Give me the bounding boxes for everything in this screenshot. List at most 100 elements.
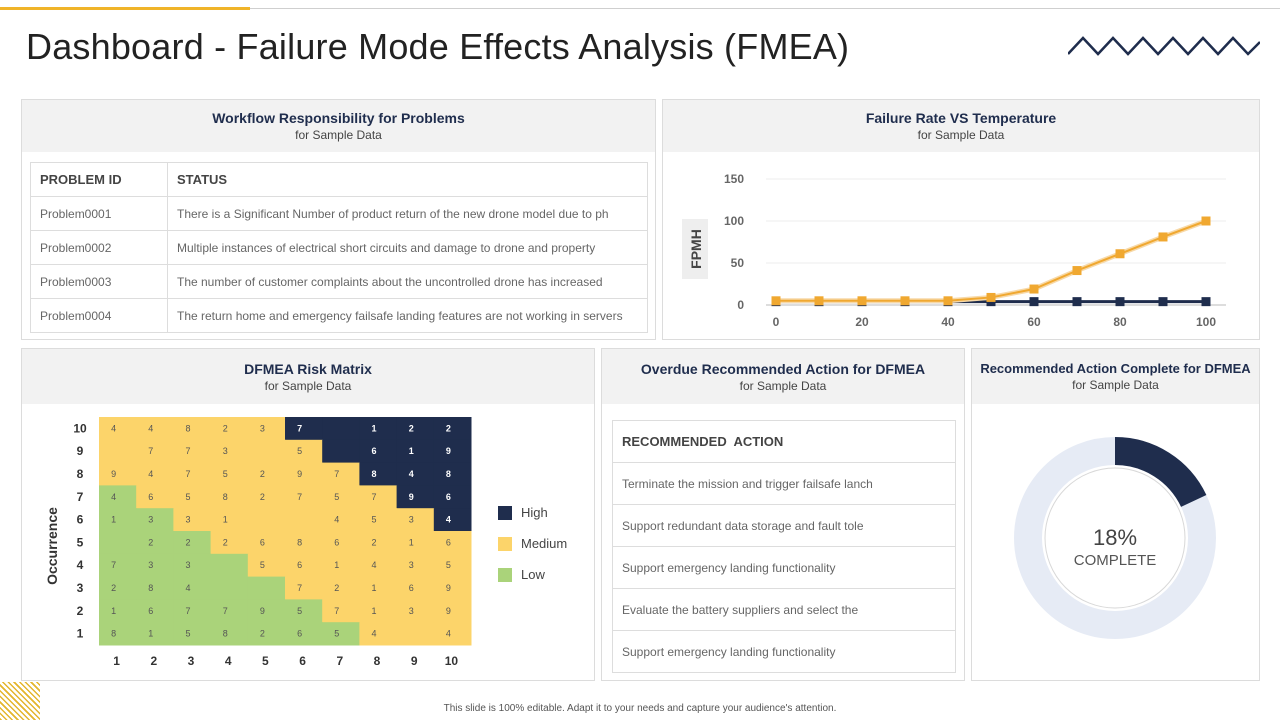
risk-cell bbox=[396, 576, 435, 600]
risk-cell-value: 7 bbox=[111, 560, 116, 570]
risk-cell-value: 8 bbox=[223, 492, 228, 502]
risk-cell bbox=[210, 485, 249, 509]
table-row: Support emergency landing functionality bbox=[612, 546, 956, 589]
data-point bbox=[943, 296, 953, 306]
table-row: Problem0002 Multiple instances of electr… bbox=[30, 230, 648, 265]
data-point bbox=[771, 296, 781, 306]
problem-id-cell: Problem0003 bbox=[30, 264, 168, 299]
risk-matrix-subtitle: for Sample Data bbox=[264, 379, 352, 393]
legend-swatch-high bbox=[498, 505, 512, 520]
table-row: Support emergency landing functionality bbox=[612, 630, 956, 673]
risk-cell bbox=[285, 576, 323, 600]
risk-cell-value: 9 bbox=[111, 469, 116, 479]
risk-cell-value: 1 bbox=[371, 583, 376, 593]
failure-rate-chart: FPMH 0 50 100 150 0 20 40 60 80 100 bbox=[682, 172, 1226, 329]
risk-cell bbox=[136, 439, 174, 464]
occurrence-tick-label: 6 bbox=[77, 513, 84, 527]
risk-cell bbox=[285, 508, 323, 532]
risk-cell bbox=[285, 531, 323, 555]
occurrence-tick-label: 3 bbox=[77, 581, 84, 595]
risk-cell bbox=[173, 553, 212, 578]
risk-cell-value: 5 bbox=[185, 629, 190, 639]
overdue-subtitle: for Sample Data bbox=[739, 379, 827, 393]
risk-cell-value: 5 bbox=[334, 492, 339, 502]
risk-cell-value: 1 bbox=[334, 560, 339, 570]
y-tick-label: 0 bbox=[737, 298, 744, 312]
risk-cell-value: 7 bbox=[223, 606, 228, 616]
risk-cell bbox=[322, 462, 360, 486]
data-point bbox=[814, 296, 824, 306]
risk-cell-value: 4 bbox=[446, 515, 451, 525]
risk-cell bbox=[322, 576, 360, 600]
x-tick-label: 60 bbox=[1027, 315, 1041, 329]
table-header-row: RECOMMENDED ACTION bbox=[612, 420, 956, 463]
risk-cell-value: 1 bbox=[371, 606, 376, 616]
severity-tick-label: 9 bbox=[411, 654, 418, 668]
overdue-header: Overdue Recommended Action for DFMEA for… bbox=[602, 349, 964, 404]
risk-cell-value: 3 bbox=[409, 515, 414, 525]
severity-tick-label: 2 bbox=[150, 654, 157, 668]
risk-cell bbox=[433, 462, 472, 486]
data-point bbox=[857, 296, 867, 306]
risk-cell-value: 6 bbox=[446, 537, 451, 547]
risk-cell-value: 2 bbox=[371, 537, 376, 547]
overdue-table: RECOMMENDED ACTION Terminate the mission… bbox=[612, 420, 956, 673]
severity-tick-label: 10 bbox=[445, 654, 459, 668]
table-row: Problem0004 The return home and emergenc… bbox=[30, 298, 648, 333]
risk-cell-value: 7 bbox=[297, 492, 302, 502]
risk-cell bbox=[136, 576, 174, 600]
risk-cell bbox=[210, 462, 249, 486]
risk-cell bbox=[433, 508, 472, 532]
risk-cell-value: 4 bbox=[371, 560, 376, 570]
risk-cell bbox=[433, 531, 472, 555]
risk-cell-value: 1 bbox=[371, 423, 376, 433]
failure-rate-title: Failure Rate VS Temperature bbox=[865, 110, 1057, 126]
risk-cell bbox=[359, 439, 398, 464]
risk-cell-value: 8 bbox=[297, 537, 302, 547]
data-point bbox=[1201, 297, 1211, 307]
risk-cell bbox=[322, 531, 360, 555]
risk-cell-value: 6 bbox=[371, 446, 376, 456]
complete-subtitle: for Sample Data bbox=[1072, 378, 1159, 392]
risk-cell-value: 1 bbox=[111, 606, 116, 616]
risk-cell bbox=[359, 485, 398, 509]
risk-cell-value: 9 bbox=[409, 492, 414, 502]
risk-cell-value: 3 bbox=[148, 515, 153, 525]
risk-cell-value: 7 bbox=[148, 446, 153, 456]
y-tick-label: 50 bbox=[731, 256, 745, 270]
risk-cell bbox=[247, 553, 286, 578]
workflow-table: PROBLEM ID STATUS Problem0001 There is a… bbox=[30, 162, 648, 333]
risk-cell bbox=[210, 417, 249, 441]
risk-cell-value: 4 bbox=[409, 469, 414, 479]
risk-cell-value: 3 bbox=[223, 446, 228, 456]
occurrence-tick-label: 4 bbox=[77, 558, 84, 572]
risk-cell bbox=[359, 553, 398, 578]
risk-cell-value: 8 bbox=[446, 469, 451, 479]
risk-cell-value: 3 bbox=[260, 423, 265, 433]
risk-cell-value: 5 bbox=[223, 469, 228, 479]
risk-cell-value: 5 bbox=[334, 629, 339, 639]
action-cell: Evaluate the battery suppliers and selec… bbox=[612, 588, 956, 631]
risk-matrix-chart: Occurrence 4 4 8 2 3 7 1 2 2 7 7 3 5 6 1 9 9 4 7 5 2 9 7 8 4 8 4 6 5 8… bbox=[44, 417, 472, 668]
risk-cell bbox=[396, 439, 435, 464]
risk-cell-value: 4 bbox=[148, 423, 153, 433]
top-rule bbox=[0, 8, 1280, 9]
risk-matrix-title: DFMEA Risk Matrix bbox=[244, 361, 372, 377]
risk-cell bbox=[322, 599, 360, 623]
risk-cell-value: 5 bbox=[297, 446, 302, 456]
risk-cell bbox=[136, 599, 174, 623]
risk-cell-value: 3 bbox=[185, 560, 190, 570]
workflow-subtitle: for Sample Data bbox=[295, 128, 382, 142]
risk-cell bbox=[322, 485, 360, 509]
risk-cell-value: 9 bbox=[446, 583, 451, 593]
risk-cell bbox=[136, 485, 174, 509]
risk-cell bbox=[359, 599, 398, 623]
risk-cell-value: 9 bbox=[446, 446, 451, 456]
risk-cell bbox=[99, 462, 137, 486]
risk-cell-value: 5 bbox=[297, 606, 302, 616]
risk-cell bbox=[396, 462, 435, 486]
risk-cell-value: 4 bbox=[148, 469, 153, 479]
risk-cell-value: 2 bbox=[409, 423, 414, 433]
risk-cell-value: 2 bbox=[260, 629, 265, 639]
risk-cell-value: 9 bbox=[297, 469, 302, 479]
